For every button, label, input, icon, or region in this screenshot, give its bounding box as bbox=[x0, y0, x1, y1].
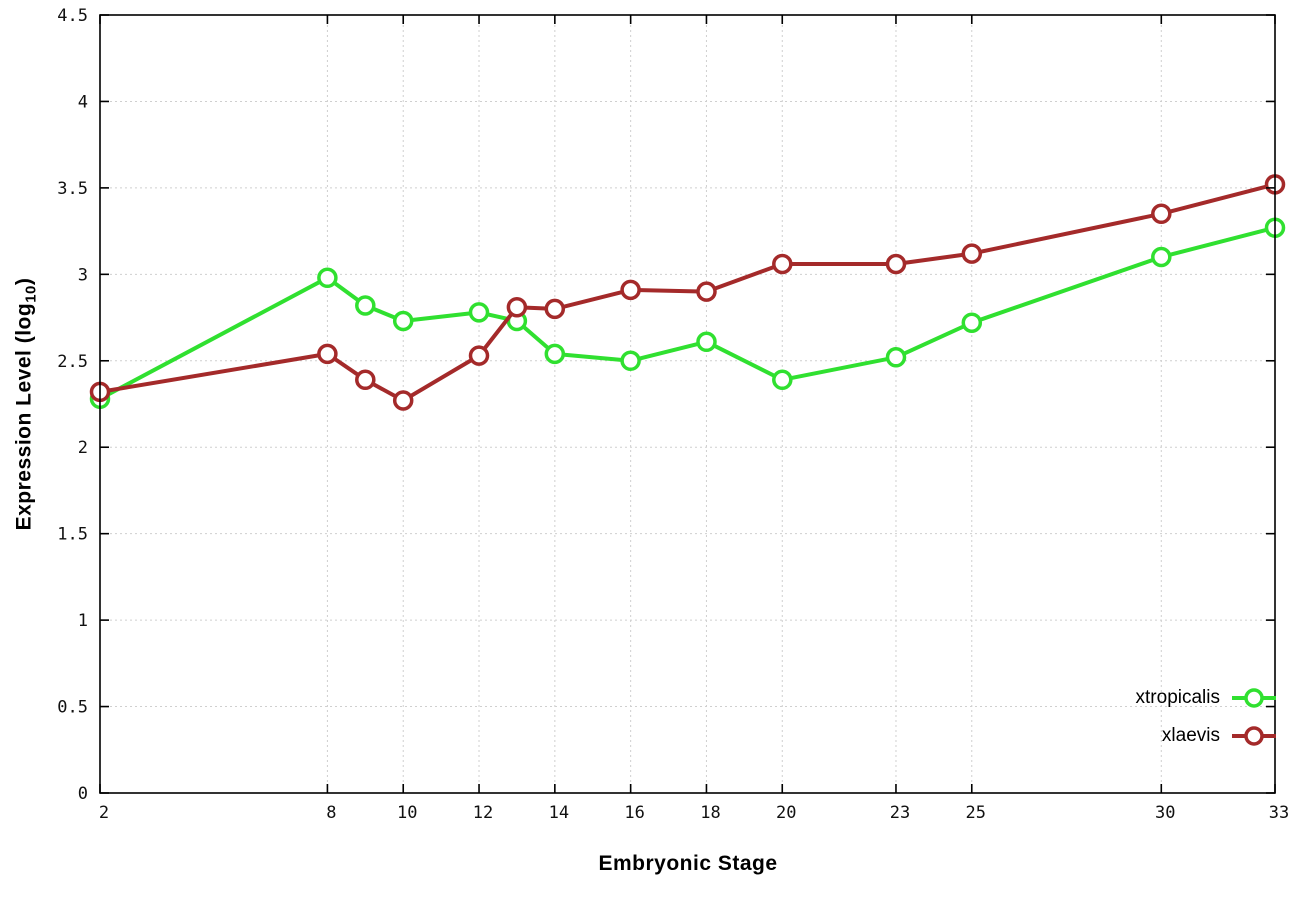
x-axis-title: Embryonic Stage bbox=[598, 852, 778, 875]
legend-label-xtropicalis: xtropicalis bbox=[1135, 687, 1220, 708]
grid bbox=[99, 14, 1276, 794]
legend-sample-xtropicalis bbox=[1232, 688, 1276, 708]
legend-label-xlaevis: xlaevis bbox=[1161, 725, 1220, 746]
x-tick-label: 20 bbox=[776, 803, 796, 823]
y-axis-title-sub: 10 bbox=[22, 285, 40, 303]
y-tick-label: 1.5 bbox=[57, 525, 88, 545]
legend-sample-xlaevis bbox=[1232, 726, 1276, 746]
x-tick-label: 12 bbox=[473, 803, 493, 823]
x-tick-label: 33 bbox=[1269, 803, 1289, 823]
y-axis-title-suffix: ) bbox=[12, 277, 36, 286]
y-axis-title: Expression Level (log10) bbox=[12, 278, 39, 531]
x-tick-label: 14 bbox=[549, 803, 569, 823]
y-tick-label: 1 bbox=[78, 611, 88, 631]
series-xtropicalis-line bbox=[98, 225, 1277, 401]
legend-item-xtropicalis: xtropicalis bbox=[1136, 686, 1278, 710]
series-xlaevis-line bbox=[98, 182, 1277, 403]
y-tick-label: 4 bbox=[78, 92, 88, 112]
y-tick-label: 2.5 bbox=[57, 352, 88, 372]
x-tick-label: 16 bbox=[624, 803, 644, 823]
tick-marks bbox=[99, 14, 1276, 794]
tick-labels: 0 0.5 1 1.5 2 2.5 3 3.5 4 4.5 2 8 10 12 14 16 18 20 23 25 30… bbox=[57, 6, 1289, 823]
y-tick-label: 2 bbox=[78, 438, 88, 458]
x-tick-label: 8 bbox=[326, 803, 336, 823]
legend: xtropicalis xlaevis bbox=[1136, 686, 1278, 748]
series-xtropicalis-markers bbox=[89, 217, 1286, 410]
y-tick-label: 3 bbox=[78, 265, 88, 285]
x-tick-label: 2 bbox=[99, 803, 109, 823]
y-tick-label: 0.5 bbox=[57, 698, 88, 718]
x-tick-label: 25 bbox=[966, 803, 986, 823]
y-tick-label: 0 bbox=[78, 784, 88, 804]
x-tick-label: 18 bbox=[700, 803, 720, 823]
y-tick-label: 4.5 bbox=[57, 6, 88, 26]
x-tick-label: 10 bbox=[397, 803, 417, 823]
legend-item-xlaevis: xlaevis bbox=[1162, 724, 1278, 748]
y-tick-label: 3.5 bbox=[57, 179, 88, 199]
y-axis-title-prefix: Expression Level (log bbox=[12, 302, 36, 531]
x-tick-label: 30 bbox=[1155, 803, 1175, 823]
plot-border bbox=[99, 14, 1276, 794]
x-tick-label: 23 bbox=[890, 803, 910, 823]
